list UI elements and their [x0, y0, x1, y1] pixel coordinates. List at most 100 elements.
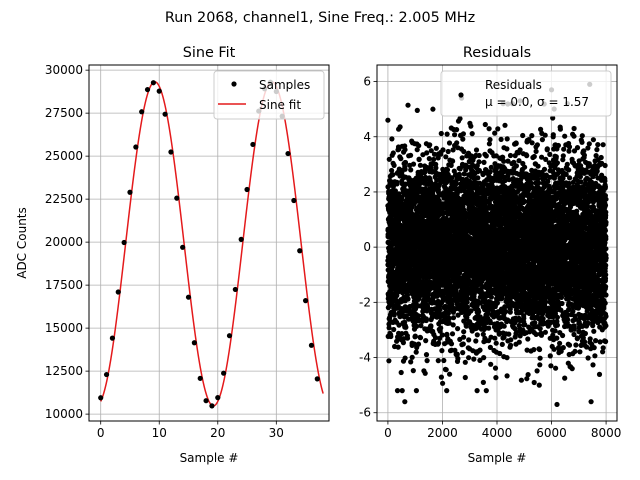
residual-point — [424, 358, 430, 364]
residual-point — [481, 159, 487, 165]
residual-point — [504, 136, 510, 142]
residual-point — [466, 337, 472, 343]
sample-point — [203, 398, 209, 404]
residual-point — [391, 312, 397, 318]
residual-point — [396, 322, 402, 328]
residual-point — [398, 156, 404, 162]
residual-point — [408, 167, 414, 173]
residual-point — [428, 323, 434, 329]
sample-point — [133, 144, 139, 150]
sample-point — [162, 111, 168, 117]
residual-point — [486, 126, 492, 132]
residual-point — [447, 371, 453, 377]
sample-point — [144, 86, 151, 93]
sample-point — [127, 189, 133, 195]
residual-point — [476, 309, 482, 315]
sample-point — [250, 141, 256, 148]
residuals-ytick-label: -4 — [359, 351, 371, 365]
residual-point — [409, 354, 415, 360]
residual-point — [394, 179, 400, 185]
residual-point — [481, 355, 487, 361]
residual-point — [446, 320, 452, 326]
residual-point — [462, 374, 468, 381]
sample-point — [197, 375, 203, 381]
residual-point — [455, 326, 461, 332]
sine-fit-frame — [88, 64, 330, 422]
sine-fit-grid — [89, 65, 329, 421]
residuals-xtick-label: 4000 — [482, 426, 513, 440]
residual-point — [455, 356, 461, 362]
sample-point — [215, 395, 221, 401]
residual-point — [454, 127, 460, 133]
residual-point — [413, 304, 420, 310]
residual-point — [415, 341, 422, 347]
residual-point — [402, 159, 409, 166]
sample-point — [180, 244, 186, 250]
residual-point — [408, 359, 414, 365]
residual-point — [389, 167, 395, 174]
sine-fit-ytick-label: 22500 — [45, 192, 83, 206]
residual-point — [441, 210, 447, 216]
sample-point — [209, 403, 215, 409]
legend-samples-marker — [231, 81, 237, 87]
residual-point — [461, 329, 467, 335]
residual-point — [391, 326, 397, 333]
residual-point — [513, 163, 520, 169]
residual-point — [397, 124, 403, 130]
residual-point — [492, 130, 498, 136]
legend-sine-fit-label: Sine fit — [259, 98, 301, 112]
residual-point — [493, 340, 499, 346]
residual-point — [487, 169, 493, 175]
residuals-ytick-label: -6 — [359, 406, 371, 420]
residual-point — [402, 355, 408, 361]
residual-point — [422, 174, 429, 180]
sample-point — [244, 186, 250, 193]
residuals-xtick-label: 0 — [384, 426, 392, 440]
residual-point — [469, 131, 475, 137]
sample-point — [226, 333, 233, 339]
residual-point — [446, 140, 453, 146]
sine-fit-ytick-label: 12500 — [45, 364, 83, 378]
residual-point — [386, 325, 392, 331]
residual-point — [444, 167, 451, 173]
residual-point — [423, 338, 429, 344]
residual-point — [508, 342, 514, 348]
residual-point — [461, 171, 467, 177]
residual-point — [438, 130, 444, 137]
residual-point — [390, 172, 396, 178]
residual-point — [424, 304, 431, 310]
sine-fit-title: Sine Fit — [183, 45, 236, 61]
sine-fit-ytick-label: 25000 — [45, 149, 83, 163]
residual-point — [414, 147, 420, 153]
residuals-ytick-label: 6 — [363, 75, 371, 89]
residual-point — [507, 306, 513, 312]
residual-point — [482, 121, 488, 128]
sine-fit-ytick-label: 20000 — [45, 235, 83, 249]
sample-point — [314, 376, 320, 382]
sine-fit-panel: Sine Fit 0 10 20 30100001250015000175002000… — [15, 45, 330, 465]
residual-point — [483, 153, 489, 159]
residuals-xtick-label: 2000 — [427, 426, 458, 440]
residual-point — [454, 190, 460, 197]
residual-point — [503, 308, 509, 315]
residual-point — [402, 147, 408, 153]
residual-point — [448, 162, 454, 168]
residual-point — [402, 166, 408, 172]
sine-fit-ylabel: ADC Counts — [15, 207, 29, 279]
residual-point — [405, 102, 411, 108]
residual-point — [450, 158, 456, 164]
residual-point — [415, 313, 421, 319]
residual-point — [452, 347, 458, 353]
residuals-xtick-label: 8000 — [591, 426, 622, 440]
residual-point — [386, 358, 392, 364]
sine-fit-xtick-label: 0 — [97, 426, 105, 440]
residual-point — [400, 340, 406, 346]
residual-point — [452, 132, 458, 138]
residual-point — [473, 147, 480, 153]
residual-point — [502, 122, 508, 128]
residual-point — [450, 315, 457, 321]
residual-point — [438, 325, 444, 331]
residual-point — [492, 335, 498, 341]
